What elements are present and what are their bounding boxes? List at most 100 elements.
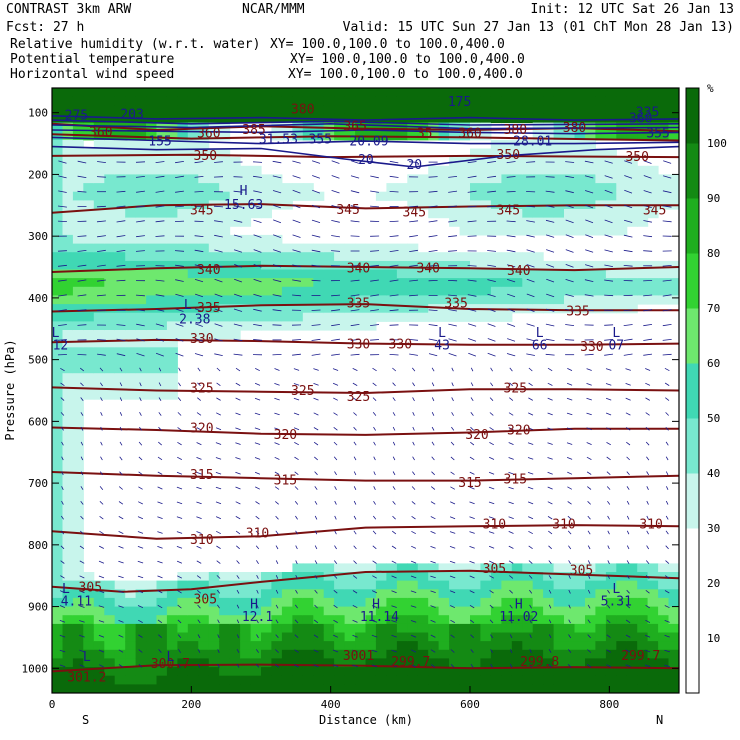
- rh-cell: [187, 165, 199, 175]
- wind-vector: [311, 324, 321, 326]
- rh-cell: [490, 183, 502, 193]
- rh-cell: [344, 632, 356, 642]
- rh-cell: [470, 606, 481, 616]
- wind-vector: [214, 278, 223, 283]
- wind-vector: [645, 634, 651, 638]
- theta-contours: [52, 122, 679, 673]
- rh-cell: [62, 476, 74, 487]
- rh-cell: [396, 649, 408, 659]
- wind-vector: [469, 575, 475, 579]
- wind-vector: [253, 219, 262, 223]
- rh-cell: [229, 684, 241, 693]
- wind-vector: [79, 575, 85, 579]
- rh-cell: [595, 623, 607, 634]
- rh-cell: [125, 373, 137, 383]
- rh-cell: [428, 165, 440, 175]
- rh-cell: [470, 563, 481, 573]
- rh-cell: [292, 641, 304, 651]
- wind-vector: [448, 220, 458, 223]
- rh-cell: [616, 623, 628, 634]
- rh-cell: [344, 278, 356, 288]
- rh-cell: [459, 157, 471, 167]
- rh-cell: [146, 260, 158, 271]
- rh-cell: [125, 355, 137, 366]
- wind-vector: [255, 545, 260, 550]
- wind-vector: [275, 604, 279, 609]
- wind-vector: [158, 441, 162, 446]
- colorbar-swatch: [686, 418, 699, 474]
- rh-cell: [198, 684, 210, 693]
- wind-vector: [176, 471, 183, 475]
- rh-cell: [250, 165, 262, 175]
- wind-label: 203: [120, 107, 143, 122]
- wind-vector: [624, 189, 633, 194]
- rh-cell: [532, 667, 544, 677]
- wind-vector: [312, 189, 321, 194]
- rh-cell: [334, 304, 346, 314]
- wind-vector: [197, 397, 201, 401]
- rh-cell: [511, 217, 523, 227]
- wind-vector: [370, 160, 379, 164]
- wind-vector: [215, 442, 222, 445]
- rh-cell: [501, 226, 513, 236]
- rh-cell: [208, 641, 220, 651]
- rh-cell: [490, 563, 502, 573]
- rh-cell: [156, 606, 168, 616]
- rh-cell: [417, 589, 429, 599]
- rh-cell: [93, 139, 105, 150]
- rh-cell: [135, 373, 147, 383]
- rh-cell: [114, 347, 126, 357]
- theta-label: 350: [497, 148, 520, 163]
- y-tick-label: 100: [28, 107, 48, 120]
- rh-cell: [647, 589, 659, 599]
- rh-cell: [166, 269, 178, 279]
- wind-vector: [118, 516, 124, 520]
- wind-vector: [391, 590, 397, 594]
- rh-cell: [355, 88, 367, 98]
- wind-vector: [389, 264, 399, 267]
- rh-cell: [261, 88, 272, 98]
- wind-vector: [391, 605, 397, 608]
- rh-cell: [125, 88, 137, 98]
- rh-cell: [156, 658, 168, 668]
- rh-cell: [459, 105, 471, 115]
- rh-cell: [386, 572, 398, 582]
- rh-cell: [114, 589, 126, 599]
- rh-cell: [637, 597, 649, 608]
- rh-cell: [386, 88, 398, 98]
- rh-cell: [438, 286, 450, 296]
- wind-vector: [467, 279, 477, 282]
- rh-cell: [459, 278, 471, 288]
- rh-cell: [93, 580, 105, 590]
- rh-cell: [543, 131, 555, 141]
- rh-cell: [208, 105, 220, 115]
- rh-cell: [323, 675, 335, 685]
- rh-cell: [166, 260, 178, 271]
- rh-cell: [490, 105, 502, 115]
- wind-vector: [568, 545, 572, 550]
- rh-cell: [396, 105, 408, 115]
- wind-contour: [52, 119, 679, 126]
- rh-cell: [62, 554, 74, 564]
- rh-cell: [344, 122, 356, 132]
- wind-vector: [623, 219, 633, 223]
- rh-cell: [198, 131, 210, 141]
- rh-cell: [187, 667, 199, 677]
- wind-vector: [389, 250, 399, 252]
- wind-vector: [547, 442, 553, 445]
- rh-cell: [198, 286, 210, 296]
- wind-vector: [430, 546, 436, 549]
- wind-vector: [665, 471, 669, 476]
- wind-vector: [196, 560, 202, 564]
- wind-vector: [178, 649, 181, 653]
- rh-cell: [229, 675, 241, 685]
- rh-cell: [219, 304, 231, 314]
- wind-vector: [389, 309, 399, 312]
- rh-cell: [229, 234, 241, 245]
- wind-vector: [314, 604, 318, 609]
- rh-cell: [386, 243, 398, 253]
- wind-vector: [370, 309, 379, 312]
- rh-cell: [156, 148, 168, 158]
- rh-cell: [574, 684, 586, 693]
